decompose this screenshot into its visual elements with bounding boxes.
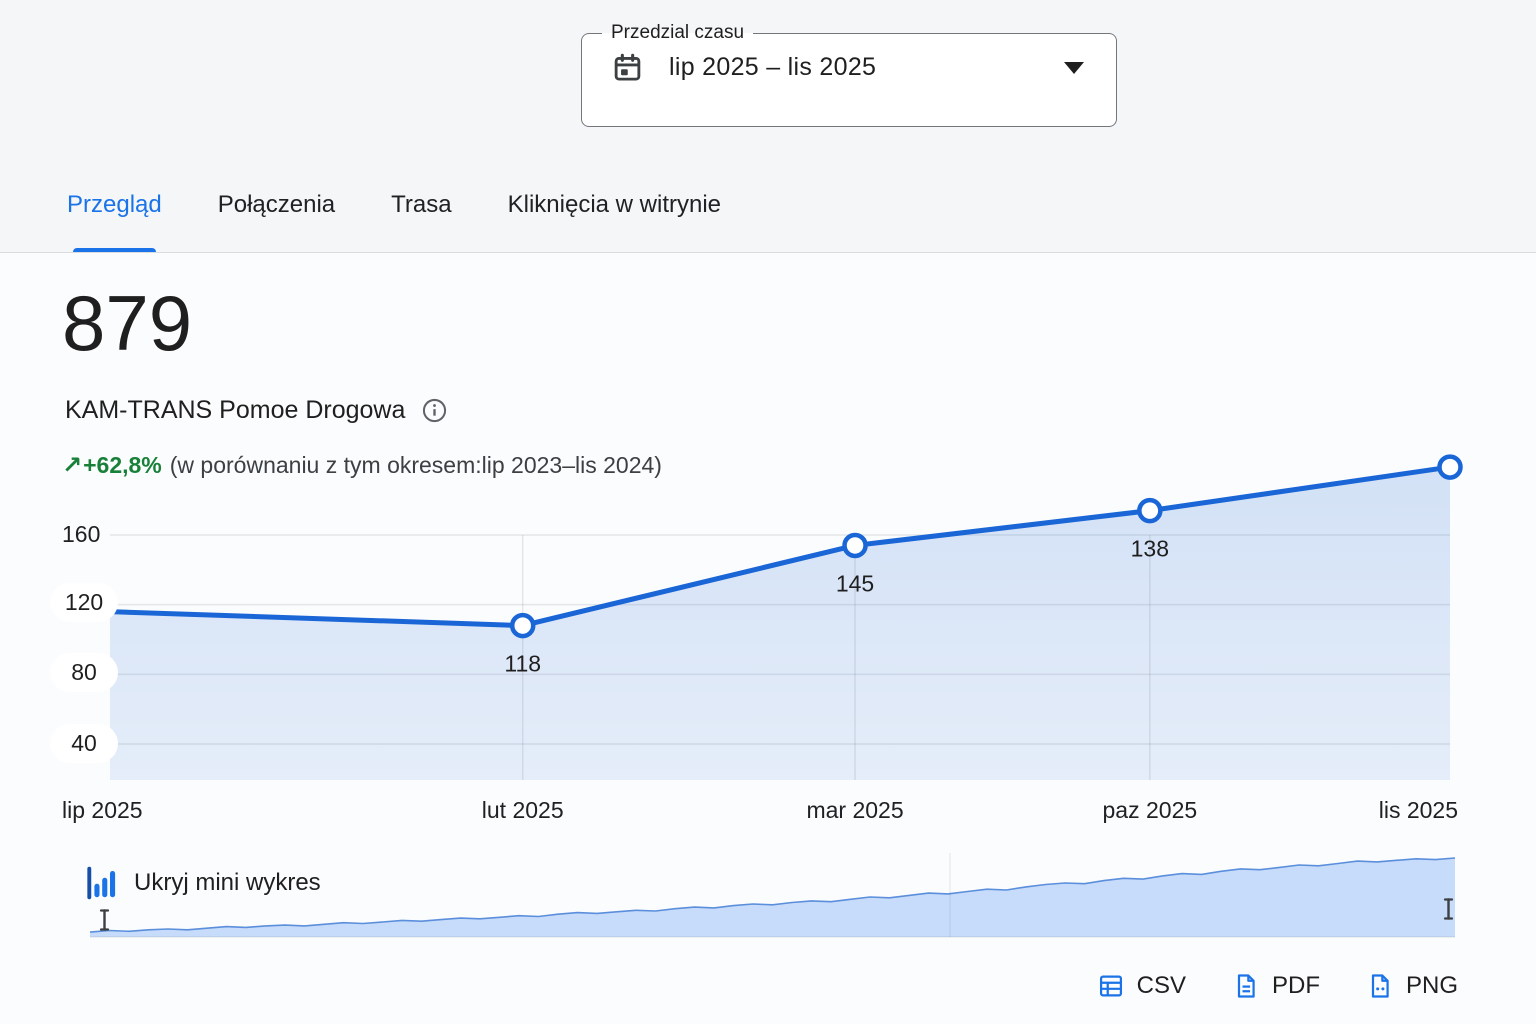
- tab-label: Przegląd: [67, 191, 162, 218]
- export-label: PDF: [1271, 972, 1320, 999]
- y-axis-tick: 80: [50, 653, 118, 692]
- business-line: KAM-TRANS Pomoe Drogowa: [65, 396, 448, 425]
- y-axis-tick: 160: [62, 521, 101, 547]
- date-range-value: lip 2025 – lis 2025: [669, 53, 877, 81]
- date-range-label: Przedzial czasu: [611, 22, 745, 43]
- csv-file-icon: [1097, 972, 1125, 1000]
- data-point-marker[interactable]: [1437, 454, 1463, 480]
- x-axis-label: lip 2025: [62, 797, 143, 823]
- y-axis-tick: 120: [50, 583, 118, 622]
- x-axis-label: paz 2025: [1103, 797, 1198, 823]
- total-interactions-value: 879: [62, 279, 193, 367]
- trend-chart-canvas: 118 145 138 lip 2025 lut 2025 mar 2025 paz 202…: [62, 454, 1463, 823]
- data-point-label: 145: [836, 570, 874, 596]
- data-point-label: 138: [1131, 536, 1169, 562]
- tab-bar: Przegląd Połączenia Trasa Kliknięcia w w…: [65, 190, 723, 252]
- mini-chart-line: [90, 857, 1455, 933]
- tab-label: Połączenia: [217, 191, 336, 218]
- chevron-down-icon[interactable]: [1064, 61, 1084, 74]
- trend-chart: 118 145 138 lip 2025 lut 2025 mar 2025 paz 202…: [0, 450, 1536, 835]
- export-buttons: CSV PDF PNG: [1097, 972, 1458, 1000]
- png-file-icon: [1366, 972, 1394, 1000]
- tab-klikniecia-w-witrynie[interactable]: Kliknięcia w witrynie: [506, 190, 723, 252]
- area-fill: [110, 467, 1450, 780]
- pdf-file-icon: [1232, 972, 1260, 1000]
- x-axis-label: lut 2025: [482, 797, 564, 823]
- tab-trasa[interactable]: Trasa: [389, 190, 453, 252]
- data-point-marker[interactable]: [842, 532, 868, 559]
- mini-chart-toggle-label: Ukryj mini wykres: [134, 869, 321, 896]
- bar-chart-icon: [83, 864, 119, 902]
- date-range-selector[interactable]: Przedzial czasu lip 2025 – lis 2025: [581, 22, 1117, 127]
- data-point-marker[interactable]: [509, 612, 536, 639]
- trend-up-icon: ↗: [62, 452, 83, 479]
- calendar-icon: [612, 52, 643, 83]
- mini-chart-toggle[interactable]: Ukryj mini wykres: [83, 864, 321, 902]
- tab-polaczenia[interactable]: Połączenia: [216, 190, 337, 252]
- trend-summary: ↗ +62,8% (w porównaniu z tym okresem:lip…: [62, 451, 662, 480]
- export-label: CSV: [1136, 972, 1186, 999]
- business-name: KAM-TRANS Pomoe Drogowa: [65, 396, 406, 424]
- y-axis-tick: 40: [50, 724, 118, 763]
- export-csv-button[interactable]: CSV: [1097, 972, 1186, 1000]
- mini-chart-area: [90, 858, 1455, 937]
- tab-przeglad[interactable]: Przegląd: [65, 190, 164, 252]
- x-axis-label: mar 2025: [806, 797, 903, 823]
- tab-label: Trasa: [391, 191, 452, 218]
- date-range-inner: lip 2025 – lis 2025: [582, 44, 1116, 83]
- data-point-label: 118: [504, 651, 541, 677]
- data-point-marker[interactable]: [1137, 497, 1163, 524]
- info-icon[interactable]: [421, 397, 448, 424]
- change-percent: +62,8%: [83, 452, 162, 478]
- comparison-text: (w porównaniu z tym okresem:lip 2023–lis…: [169, 452, 662, 478]
- header-section: Przedzial czasu lip 2025 – lis 2025 Prze…: [0, 0, 1536, 253]
- mini-chart: [90, 853, 1455, 941]
- x-axis-label: lis 2025: [1379, 797, 1458, 823]
- export-pdf-button[interactable]: PDF: [1232, 972, 1320, 1000]
- export-label: PNG: [1405, 972, 1458, 999]
- mini-chart-canvas: [90, 853, 1455, 938]
- tab-label: Kliknięcia w witrynie: [507, 191, 722, 218]
- export-png-button[interactable]: PNG: [1366, 972, 1458, 1000]
